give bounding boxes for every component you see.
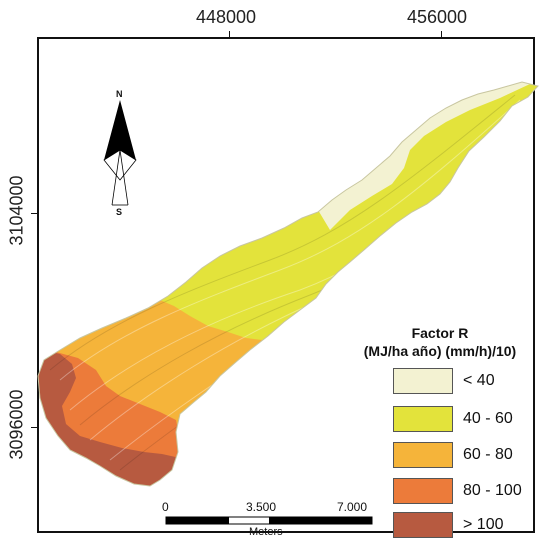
y-tick xyxy=(31,427,38,428)
legend-item-40-60: 40 - 60 xyxy=(393,406,513,432)
factor-r-zones xyxy=(38,82,538,486)
legend-swatch xyxy=(393,368,453,394)
north-label: N xyxy=(116,89,123,99)
legend-item-80-100: 80 - 100 xyxy=(393,478,522,504)
x-coordinate-label-456000: 456000 xyxy=(407,7,468,27)
scale-label-3500: 3.500 xyxy=(246,500,277,514)
legend-title: Factor R xyxy=(411,325,469,341)
legend-label: 40 - 60 xyxy=(463,410,513,427)
legend-label: > 100 xyxy=(463,516,504,533)
legend-swatch xyxy=(393,442,453,468)
scale-label-7000: 7.000 xyxy=(337,500,368,514)
legend-label: < 40 xyxy=(463,372,495,389)
legend-swatch xyxy=(393,512,453,538)
scale-bar xyxy=(165,516,373,525)
legend-swatch xyxy=(393,478,453,504)
legend-item-60-80: 60 - 80 xyxy=(393,442,513,468)
legend-item-lt-40: < 40 xyxy=(393,368,495,394)
legend-swatch xyxy=(393,406,453,432)
legend-subtitle: (MJ/ha año) (mm/h)/10) xyxy=(363,343,517,359)
south-label: S xyxy=(116,207,123,217)
scale-unit-label: Meters xyxy=(249,526,283,538)
basin-outline xyxy=(37,81,539,487)
x-coordinate-label-448000: 448000 xyxy=(196,7,257,27)
x-tick xyxy=(229,31,230,38)
scale-label-0: 0 xyxy=(162,500,169,514)
legend-item-gt-100: > 100 xyxy=(393,512,503,538)
north-arrow-icon xyxy=(103,100,137,206)
legend-label: 60 - 80 xyxy=(463,446,513,463)
x-tick xyxy=(441,31,442,38)
y-tick xyxy=(31,213,38,214)
legend-label: 80 - 100 xyxy=(463,482,522,499)
